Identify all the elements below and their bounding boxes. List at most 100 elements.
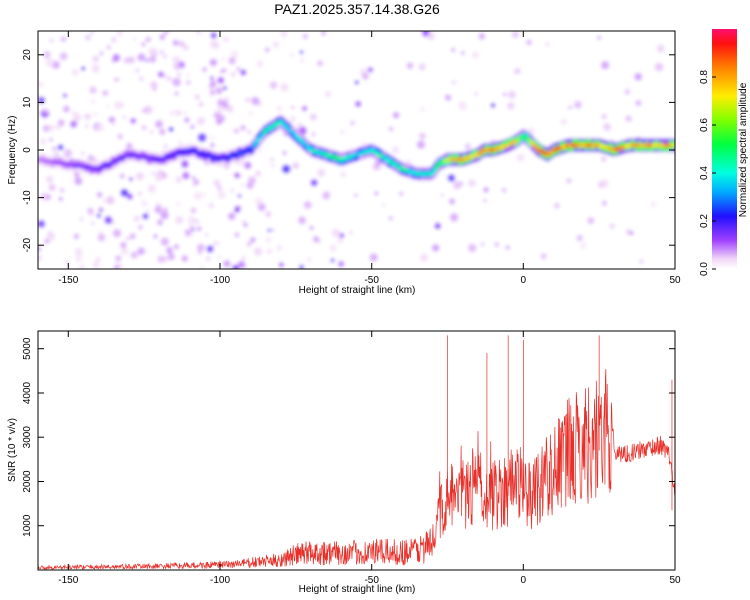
noise-blob [163,31,169,35]
noise-blob [174,91,179,96]
noise-blob [464,143,471,150]
y-tick-label: 2000 [22,470,33,493]
noise-blob [217,76,225,84]
noise-blob [146,209,150,213]
noise-blob [601,113,607,120]
noise-blob [634,72,643,81]
noise-blob [113,100,123,110]
noise-blob [467,243,477,253]
noise-blob [159,49,164,55]
noise-blob [580,242,587,249]
noise-blob [398,191,404,197]
noise-blob [248,111,253,115]
noise-blob [63,148,73,158]
noise-blob [480,242,485,247]
noise-blob [348,230,354,235]
noise-blob [215,87,223,95]
noise-blob [73,171,80,178]
noise-blob [426,32,436,41]
snr-y-ticks: 1000 2000 3000 4000 5000 [22,337,675,537]
noise-blob [39,138,47,145]
noise-blob [85,34,91,41]
noise-blob [129,233,136,240]
noise-blob [102,199,107,203]
noise-blob [213,179,221,187]
noise-blob [256,60,264,68]
noise-blob [184,229,191,236]
noise-blob [354,193,358,197]
noise-blob [340,171,347,178]
noise-blob [339,233,345,238]
noise-blob [116,31,123,37]
noise-blob [208,202,214,209]
y-tick-label: 0 [22,147,33,153]
noise-blob [240,183,245,188]
noise-blob [174,109,182,117]
noise-blob [96,213,102,218]
noise-blob [176,72,182,77]
noise-blob [197,133,207,143]
noise-blob [217,255,221,259]
noise-blob [540,253,547,260]
noise-blob [201,66,208,73]
y-tick-label: 5000 [22,337,33,360]
noise-blob [98,207,104,213]
noise-blob [434,222,442,230]
noise-blob [195,219,199,224]
noise-blob [235,129,239,134]
noise-blob [246,241,252,247]
noise-blob [72,110,77,116]
noise-blob [264,47,270,53]
colorbar-label: Normalized spectral amplitude [738,82,749,217]
noise-blob [148,55,157,63]
noise-blob [120,188,129,197]
x-tick-label: 50 [669,575,681,586]
noise-blob [182,171,190,180]
noise-blob [160,210,169,220]
noise-blob [478,32,486,40]
noise-blob [337,237,343,244]
noise-blob [91,99,96,104]
noise-blob [126,193,134,200]
noise-blob [84,113,92,121]
noise-blob [418,132,426,140]
noise-blob [186,72,190,77]
noise-blob [278,262,284,268]
noise-blob [163,144,168,148]
noise-blob [448,198,456,205]
noise-blob [483,186,489,193]
noise-blob [59,52,68,61]
noise-blob [198,102,204,107]
snr-y-label: SNR (10 * v/v) [7,418,18,482]
noise-blob [172,77,182,87]
noise-blob [206,256,211,261]
noise-blob [153,234,158,239]
noise-blob [162,207,168,213]
noise-blob [568,105,572,110]
noise-blob [310,179,318,187]
noise-blob [309,113,317,121]
noise-blob [270,157,275,162]
noise-blob [57,144,64,151]
noise-blob [106,44,112,50]
spectrogram-y-ticks: -20 -10 0 10 20 [22,49,675,252]
noise-blob [135,68,139,73]
noise-blob [221,68,227,73]
noise-blob [106,195,115,205]
noise-blob [79,264,85,269]
noise-blob [246,181,254,190]
noise-blob [240,124,246,131]
noise-blob [210,142,215,148]
noise-blob [84,124,89,129]
noise-blob [215,118,222,126]
noise-blob [173,62,182,71]
noise-blob [291,105,295,109]
noise-blob [253,247,263,256]
noise-blob [290,53,294,58]
noise-blob [59,187,65,193]
noise-blob [601,156,607,162]
noise-blob [227,212,236,221]
noise-blob [168,126,174,132]
noise-blob [127,56,135,64]
x-tick-label: 0 [521,575,527,586]
